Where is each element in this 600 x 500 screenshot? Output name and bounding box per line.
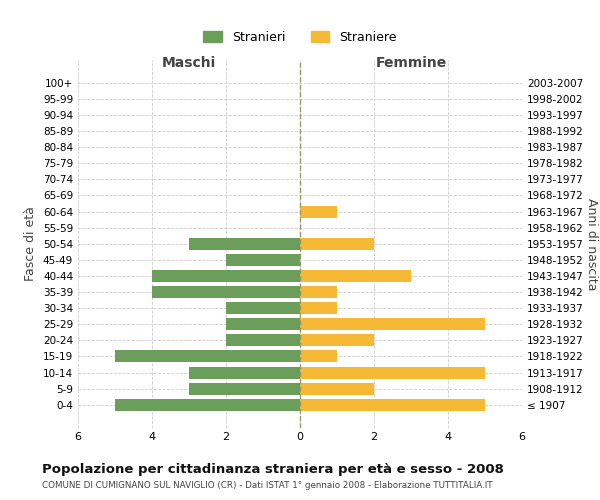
Bar <box>152 286 300 298</box>
Y-axis label: Fasce di età: Fasce di età <box>25 206 37 281</box>
Bar <box>300 350 337 362</box>
Bar <box>300 398 485 411</box>
Bar <box>226 318 300 330</box>
Bar <box>226 254 300 266</box>
Y-axis label: Anni di nascita: Anni di nascita <box>584 198 598 290</box>
Bar <box>189 366 300 378</box>
Bar <box>115 398 300 411</box>
Bar <box>300 286 337 298</box>
Bar <box>152 270 300 282</box>
Text: COMUNE DI CUMIGNANO SUL NAVIGLIO (CR) - Dati ISTAT 1° gennaio 2008 - Elaborazion: COMUNE DI CUMIGNANO SUL NAVIGLIO (CR) - … <box>42 481 493 490</box>
Bar <box>189 382 300 394</box>
Bar <box>300 302 337 314</box>
Text: Maschi: Maschi <box>162 56 216 70</box>
Bar <box>300 318 485 330</box>
Bar <box>226 334 300 346</box>
Bar <box>300 206 337 218</box>
Bar <box>300 334 374 346</box>
Bar <box>115 350 300 362</box>
Bar <box>226 302 300 314</box>
Bar <box>300 238 374 250</box>
Text: Femmine: Femmine <box>376 56 446 70</box>
Bar <box>300 382 374 394</box>
Bar <box>300 366 485 378</box>
Bar <box>300 270 411 282</box>
Text: Popolazione per cittadinanza straniera per età e sesso - 2008: Popolazione per cittadinanza straniera p… <box>42 462 504 475</box>
Legend: Stranieri, Straniere: Stranieri, Straniere <box>198 26 402 49</box>
Bar <box>189 238 300 250</box>
